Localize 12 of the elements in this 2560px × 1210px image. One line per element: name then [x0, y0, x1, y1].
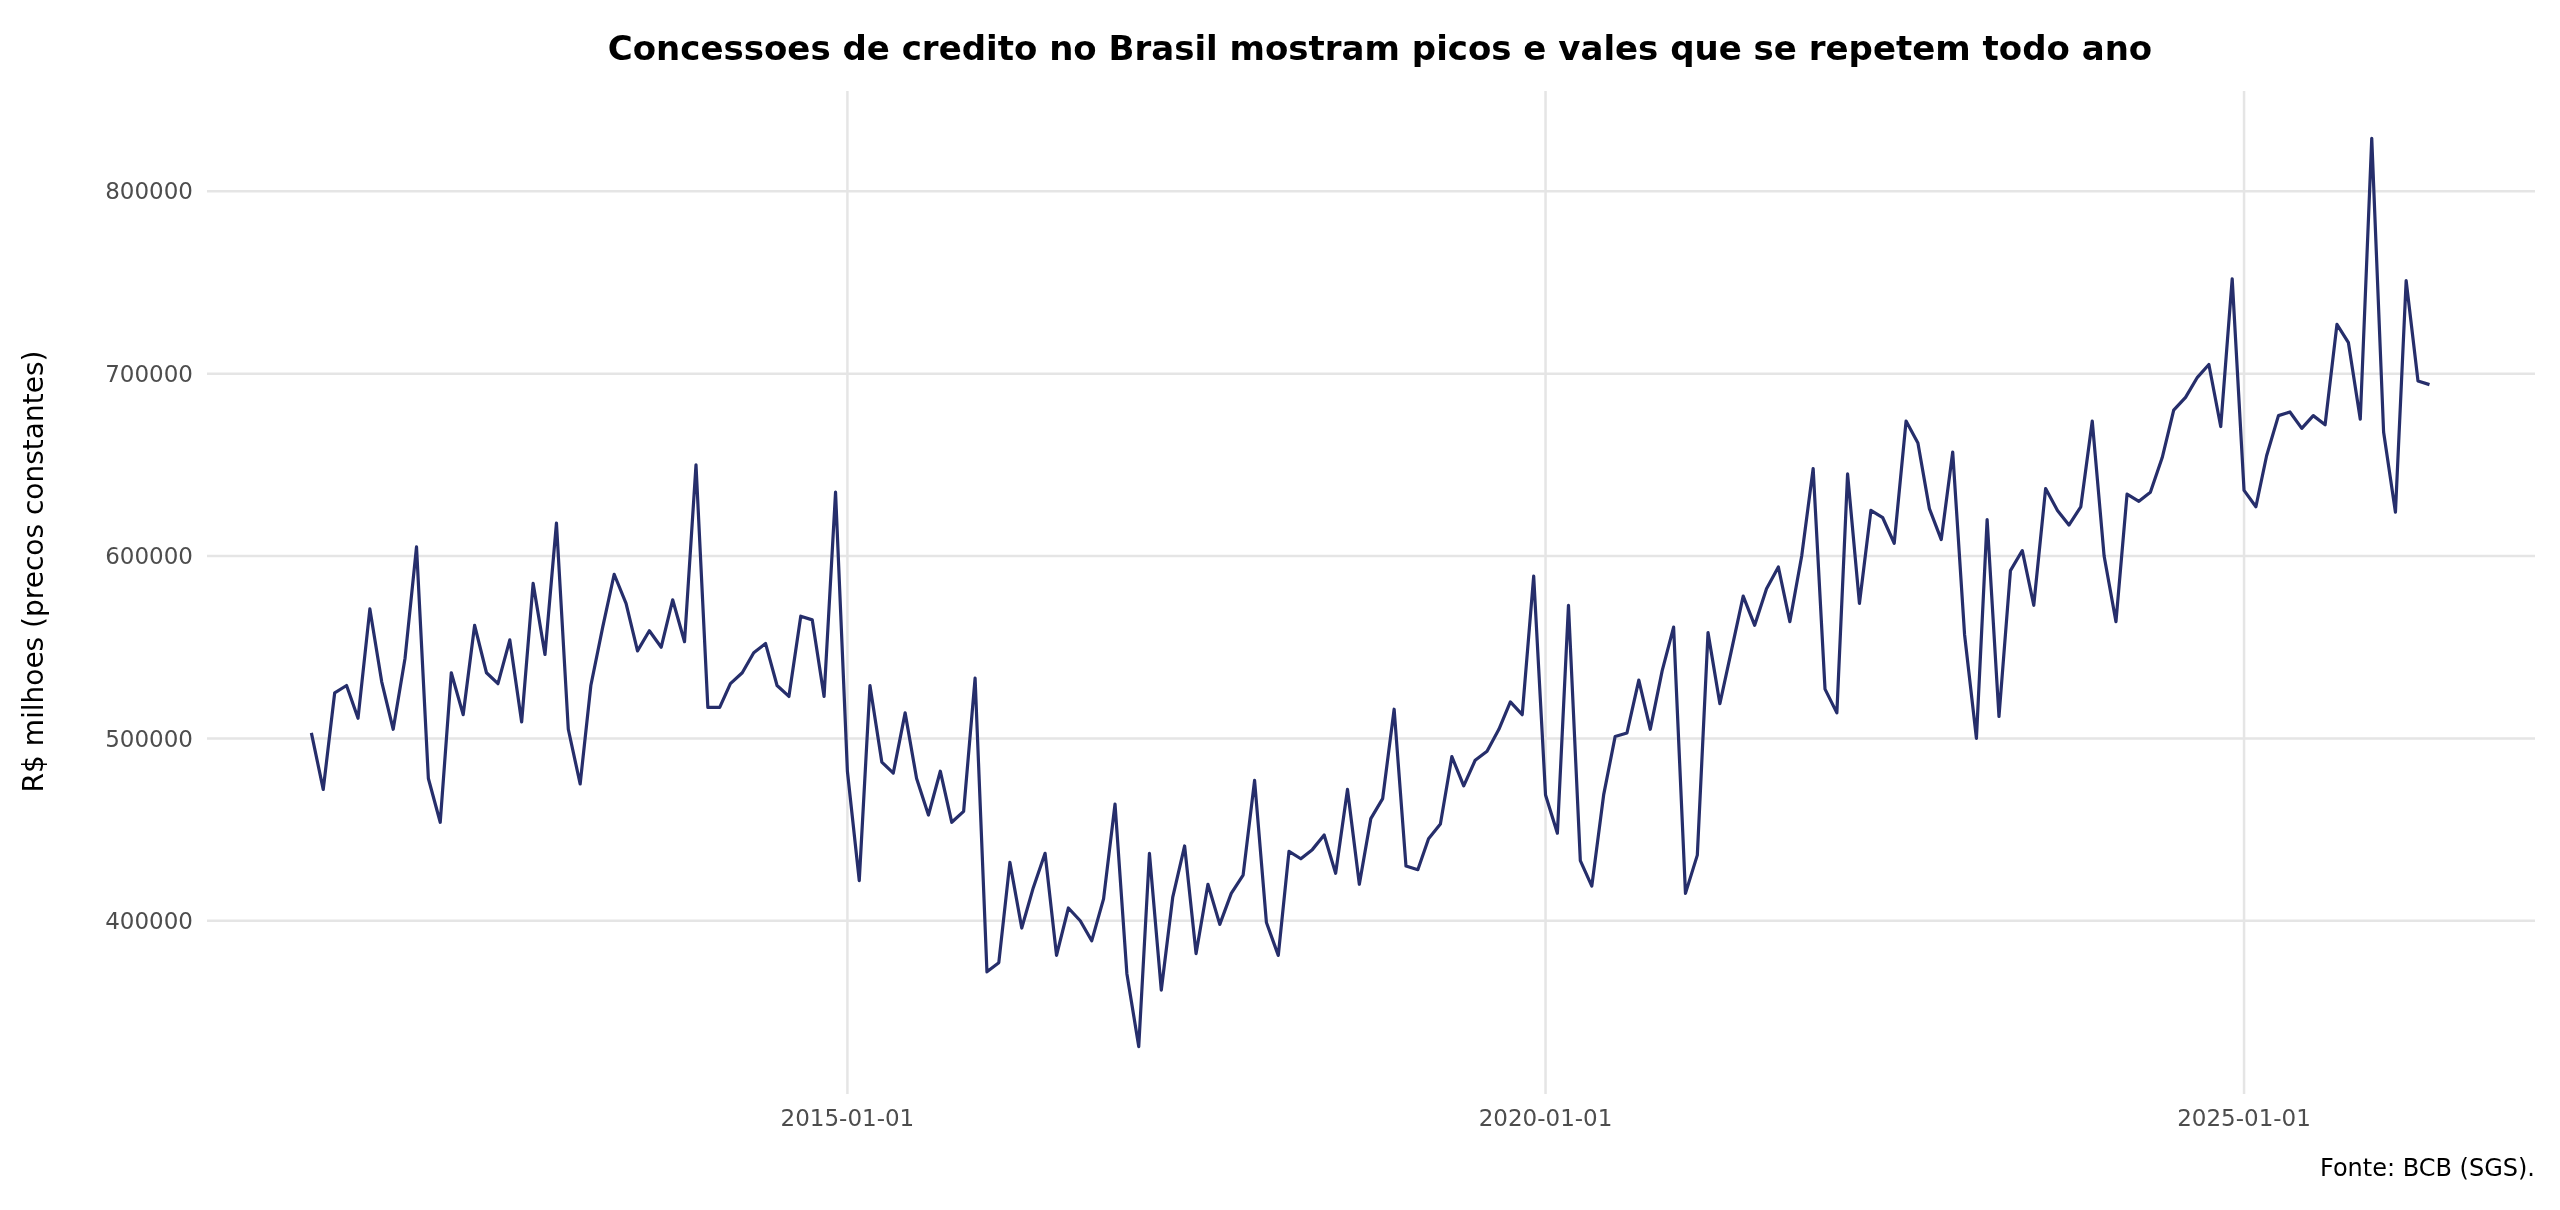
chart-title: Concessoes de credito no Brasil mostram picos e vales que se repetem todo ano	[606, 28, 2154, 68]
source-note: Fonte: BCB (SGS).	[2319, 1154, 2535, 1182]
y-axis-title: R$ milhoes (precos constantes)	[16, 350, 50, 793]
y-tick-label: 600000	[105, 543, 193, 570]
x-tick-label: 2020-01-01	[1478, 1105, 1613, 1132]
y-tick-label: 800000	[105, 178, 193, 205]
y-tick-label: 700000	[105, 360, 193, 387]
y-tick-label: 500000	[105, 725, 193, 752]
line-series	[309, 136, 2432, 1049]
y-tick-label: 400000	[105, 907, 193, 934]
x-tick-label: 2025-01-01	[2177, 1105, 2311, 1132]
x-tick-label: 2015-01-01	[780, 1105, 915, 1132]
